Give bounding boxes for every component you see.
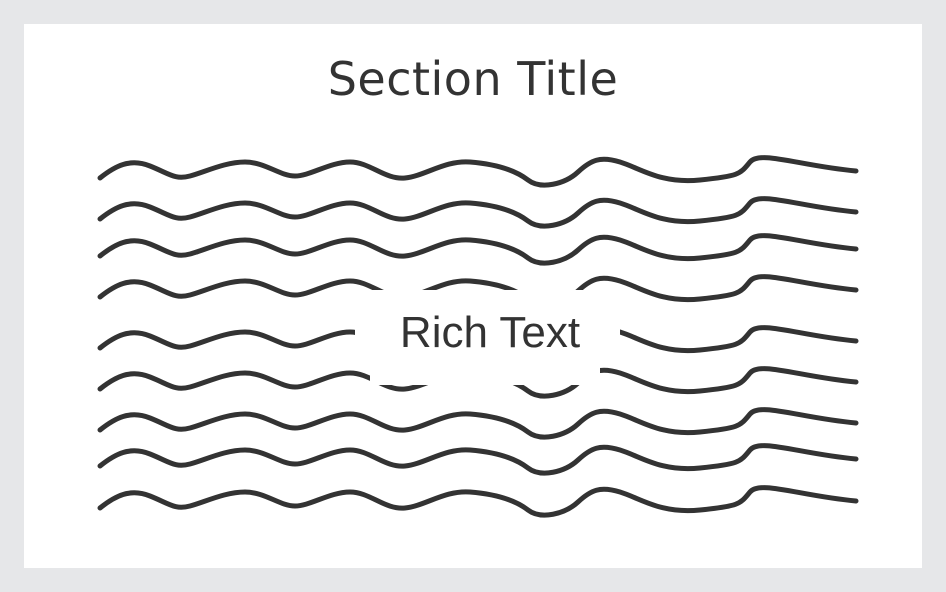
text-line-1 (97, 155, 859, 188)
rich-text-label: Rich Text (399, 308, 581, 357)
text-line-3 (97, 233, 859, 266)
text-line-4 (97, 274, 859, 307)
text-line-7 (97, 407, 859, 440)
section-title: Section Title (327, 52, 619, 106)
rich-text-box[interactable]: Rich Text (366, 298, 614, 368)
text-line-2 (97, 196, 859, 229)
text-line-6 (97, 366, 859, 399)
text-line-8 (97, 443, 859, 476)
text-line-9 (97, 485, 859, 518)
